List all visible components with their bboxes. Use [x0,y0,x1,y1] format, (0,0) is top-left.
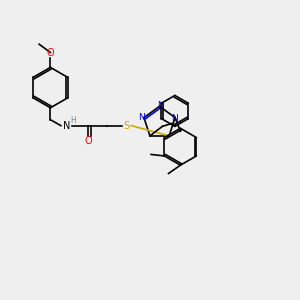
Text: O: O [46,47,54,58]
Text: H: H [70,116,76,125]
Text: N: N [138,112,145,122]
Text: S: S [124,121,130,130]
Text: N: N [157,100,164,109]
Text: O: O [84,136,92,146]
Text: N: N [63,121,70,130]
Text: N: N [171,114,178,123]
